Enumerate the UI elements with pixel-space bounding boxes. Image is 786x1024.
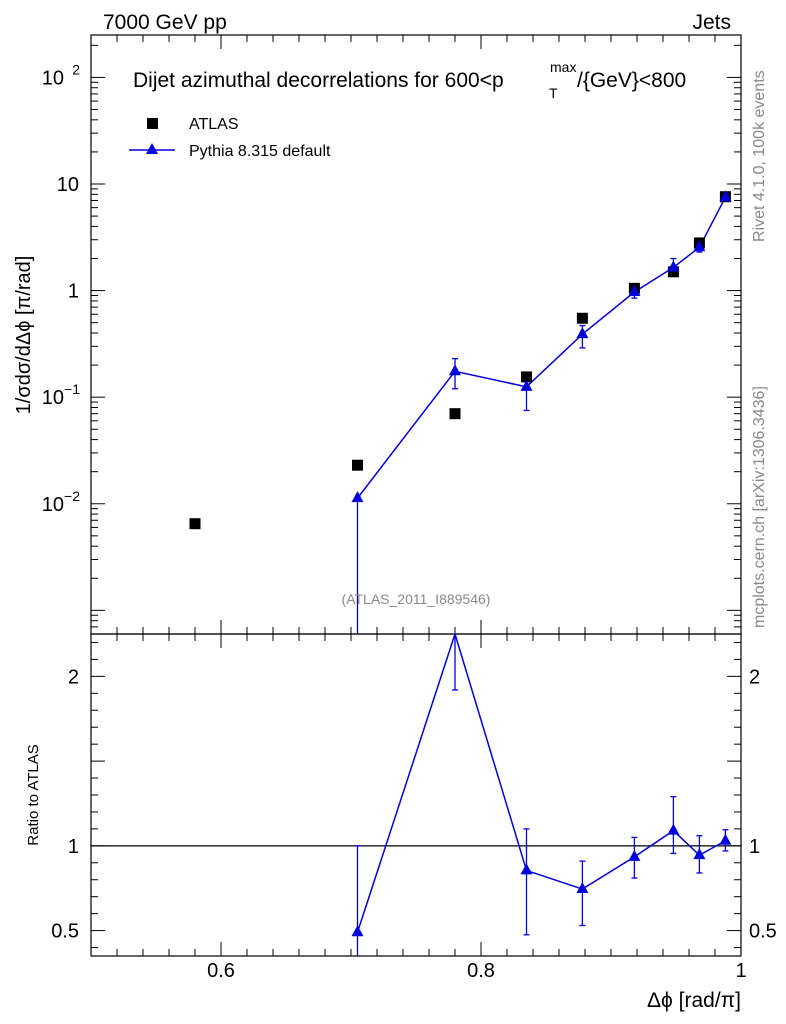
chart-title: Dijet azimuthal decorrelations for 600<p	[133, 69, 504, 92]
mc-point	[520, 379, 533, 391]
mc-point	[719, 190, 732, 202]
ratio-point	[667, 823, 680, 835]
ratio-point	[719, 833, 732, 845]
ratio-axis-ticks	[90, 634, 742, 956]
main-y-tick-label: 10	[42, 387, 64, 409]
analysis-id: (ATLAS_2011_I889546)	[342, 591, 491, 607]
title-main: Dijet azimuthal decorrelations for 600<p	[133, 69, 504, 92]
main-y-tick-exponent: 2	[72, 61, 80, 77]
ratio-series	[91, 631, 741, 956]
main-y-tick-label: 10	[42, 67, 64, 89]
ratio-point	[351, 925, 364, 937]
mc-point	[667, 260, 680, 272]
header-right-label: Jets	[692, 11, 731, 34]
legend-label-pythia: Pythia 8.315 default	[189, 143, 331, 160]
mcplots-credit: mcplots.cern.ch [arXiv:1306.3436]	[751, 386, 768, 628]
main-y-tick-exponent: −2	[64, 488, 80, 504]
ratio-y-tick-label-left: 1	[68, 836, 79, 858]
ratio-point	[693, 848, 706, 860]
main-y-tick-label: 10	[57, 174, 79, 196]
legend-marker-atlas	[147, 118, 158, 129]
data-point	[352, 459, 363, 471]
ratio-line	[356, 631, 726, 933]
data-point	[521, 371, 532, 383]
ratio-frame	[90, 633, 742, 957]
main-y-axis-label: 1/σdσ/dΔϕ [π/rad]	[13, 256, 35, 415]
title-subscript: T	[549, 85, 558, 101]
mc-point	[576, 327, 589, 339]
legend-marker-pythia	[146, 143, 158, 154]
x-tick-label: 0.8	[467, 960, 495, 982]
x-tick-label: 1	[735, 960, 746, 982]
ratio-y-tick-label-right: 1	[749, 836, 760, 858]
header-left-label: 7000 GeV pp	[103, 11, 227, 34]
title-tail: /{GeV}<800	[577, 69, 686, 92]
ratio-panel: 0.6 0.8 10.5 0.51 12 2 Ratio to ATLAS Δϕ [rad…	[25, 631, 777, 1012]
data-point	[449, 408, 461, 420]
main-y-tick-label: 1	[68, 281, 79, 303]
ratio-y-tick-label-left: 0.5	[51, 921, 79, 943]
ratio-y-tick-label-right: 0.5	[749, 921, 777, 943]
ratio-y-axis-label: Ratio to ATLAS	[25, 744, 42, 845]
ratio-tick-labels: 0.6 0.8 10.5 0.51 12 2	[51, 666, 777, 982]
mc-point	[351, 491, 364, 503]
mc-point	[693, 240, 706, 252]
legend: ATLAS Pythia 8.315 default	[129, 116, 331, 160]
ratio-point	[520, 863, 533, 875]
rivet-credit: Rivet 4.1.0, 100k events	[751, 70, 768, 242]
main-y-tick-label: 10	[42, 494, 64, 516]
ratio-y-tick-label-left: 2	[68, 666, 79, 688]
mc-line	[356, 196, 727, 499]
main-y-tick-exponent: −1	[64, 381, 80, 397]
x-tick-label: 0.6	[207, 960, 235, 982]
data-point	[576, 312, 588, 324]
x-axis-label: Δϕ [rad/π]	[647, 989, 741, 1012]
title-superscript: max	[550, 59, 576, 75]
data-point	[189, 518, 201, 530]
ratio-point	[628, 849, 641, 861]
main-series	[189, 190, 732, 634]
mc-point	[449, 364, 461, 376]
mc-point	[628, 285, 641, 297]
ratio-point	[576, 882, 589, 894]
data-point	[667, 266, 679, 278]
legend-label-atlas: ATLAS	[189, 116, 239, 133]
main-axis-ticks	[90, 35, 742, 635]
ratio-y-tick-label-right: 2	[749, 666, 760, 688]
